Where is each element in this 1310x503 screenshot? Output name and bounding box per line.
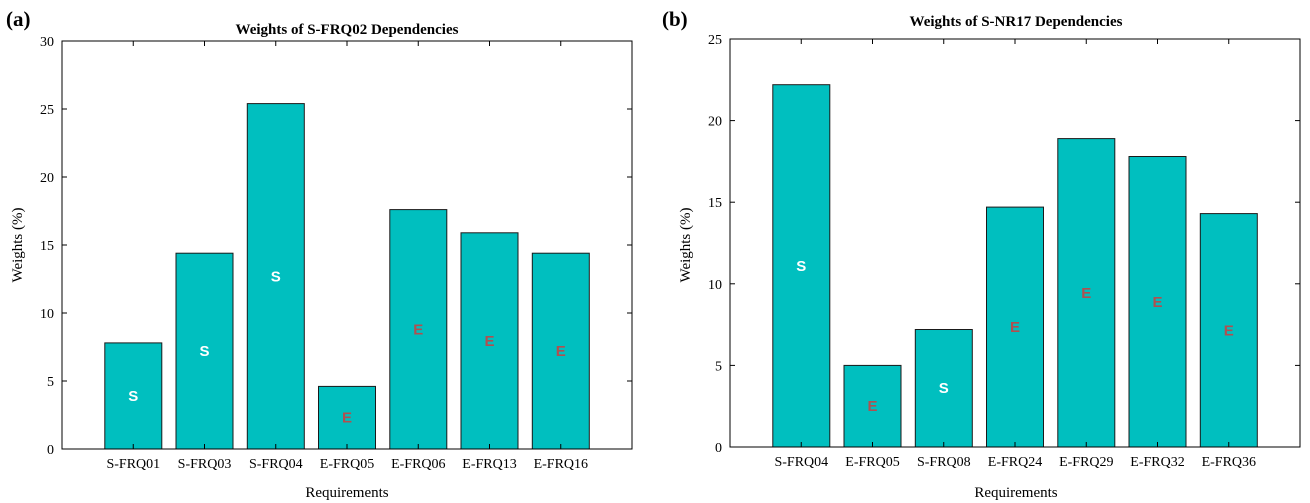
x-tick-label: S-FRQ04	[249, 457, 303, 472]
x-tick-label: S-FRQ01	[106, 457, 160, 472]
y-tick-label: 30	[40, 35, 54, 50]
x-tick-label: E-FRQ29	[1059, 455, 1113, 470]
y-tick-label: 25	[708, 33, 722, 48]
x-tick-label: E-FRQ24	[988, 455, 1042, 470]
bar-s-frq01	[104, 342, 163, 450]
bar-e-frq16	[531, 252, 590, 450]
x-axis-label-b: Requirements	[974, 485, 1057, 501]
chart-panel-b: (b) Weights of S-NR17 Dependencies Weigh…	[662, 7, 1301, 501]
chart-title-b: Weights of S-NR17 Dependencies	[910, 14, 1123, 30]
y-tick-label: 20	[40, 171, 54, 186]
x-axis-label-a: Requirements	[305, 485, 388, 501]
y-tick-label: 25	[40, 103, 54, 118]
bar-label-e-frq13: E	[484, 333, 494, 350]
y-tick-label: 5	[47, 375, 54, 390]
panel-label-b: (b)	[662, 7, 688, 31]
bar-s-frq03	[175, 252, 234, 450]
bar-label-s-frq08: S	[939, 380, 949, 397]
y-tick-label: 5	[715, 359, 722, 374]
bar-e-frq05	[318, 385, 376, 450]
bar-s-frq04	[246, 103, 305, 450]
chart-panel-a: (a) Weights of S-FRQ02 Dependencies Weig…	[6, 7, 633, 501]
chart-title-a: Weights of S-FRQ02 Dependencies	[236, 22, 459, 38]
y-tick-label: 0	[715, 441, 722, 456]
bar-label-e-frq16: E	[556, 343, 566, 360]
bar-e-frq13	[460, 232, 519, 450]
bar-label-s-frq01: S	[128, 388, 138, 405]
bar-label-e-frq05: E	[342, 410, 352, 427]
y-tick-label: 10	[708, 278, 722, 293]
y-tick-label: 15	[40, 239, 54, 254]
bar-s-frq04	[772, 84, 831, 448]
x-tick-label: E-FRQ16	[534, 457, 588, 472]
y-axis-label-a: Weights (%)	[10, 207, 26, 282]
bar-label-e-frq29: E	[1081, 285, 1091, 302]
bar-e-frq24	[986, 206, 1044, 448]
x-tick-label: E-FRQ05	[320, 457, 374, 472]
bar-s-frq08	[914, 329, 973, 448]
x-tick-label: S-FRQ03	[178, 457, 232, 472]
plot-frame-b	[729, 38, 1301, 448]
bar-label-e-frq36: E	[1224, 322, 1234, 339]
bar-e-frq06	[389, 209, 448, 450]
bar-label-e-frq05: E	[867, 398, 877, 415]
plot-frame-a	[61, 40, 633, 450]
x-tick-label: E-FRQ36	[1202, 455, 1256, 470]
bar-e-frq29	[1057, 138, 1116, 448]
bar-label-s-frq04: S	[271, 268, 281, 285]
bar-label-s-frq03: S	[199, 343, 209, 360]
y-axis-label-b: Weights (%)	[678, 207, 694, 282]
bar-label-e-frq06: E	[413, 321, 423, 338]
x-tick-label: E-FRQ32	[1130, 455, 1184, 470]
y-tick-label: 10	[40, 307, 54, 322]
x-tick-label: E-FRQ06	[391, 457, 445, 472]
bar-e-frq32	[1128, 156, 1187, 448]
bar-label-e-frq32: E	[1152, 294, 1162, 311]
bar-e-frq36	[1199, 213, 1258, 448]
x-tick-label: E-FRQ13	[462, 457, 516, 472]
x-tick-label: E-FRQ05	[845, 455, 899, 470]
y-tick-label: 15	[708, 196, 722, 211]
x-tick-label: S-FRQ08	[917, 455, 971, 470]
bar-label-e-frq24: E	[1010, 319, 1020, 336]
x-tick-label: S-FRQ04	[774, 455, 828, 470]
panel-label-a: (a)	[6, 7, 31, 31]
bar-label-s-frq04: S	[796, 258, 806, 275]
y-tick-label: 0	[47, 443, 54, 458]
y-tick-label: 20	[708, 115, 722, 130]
